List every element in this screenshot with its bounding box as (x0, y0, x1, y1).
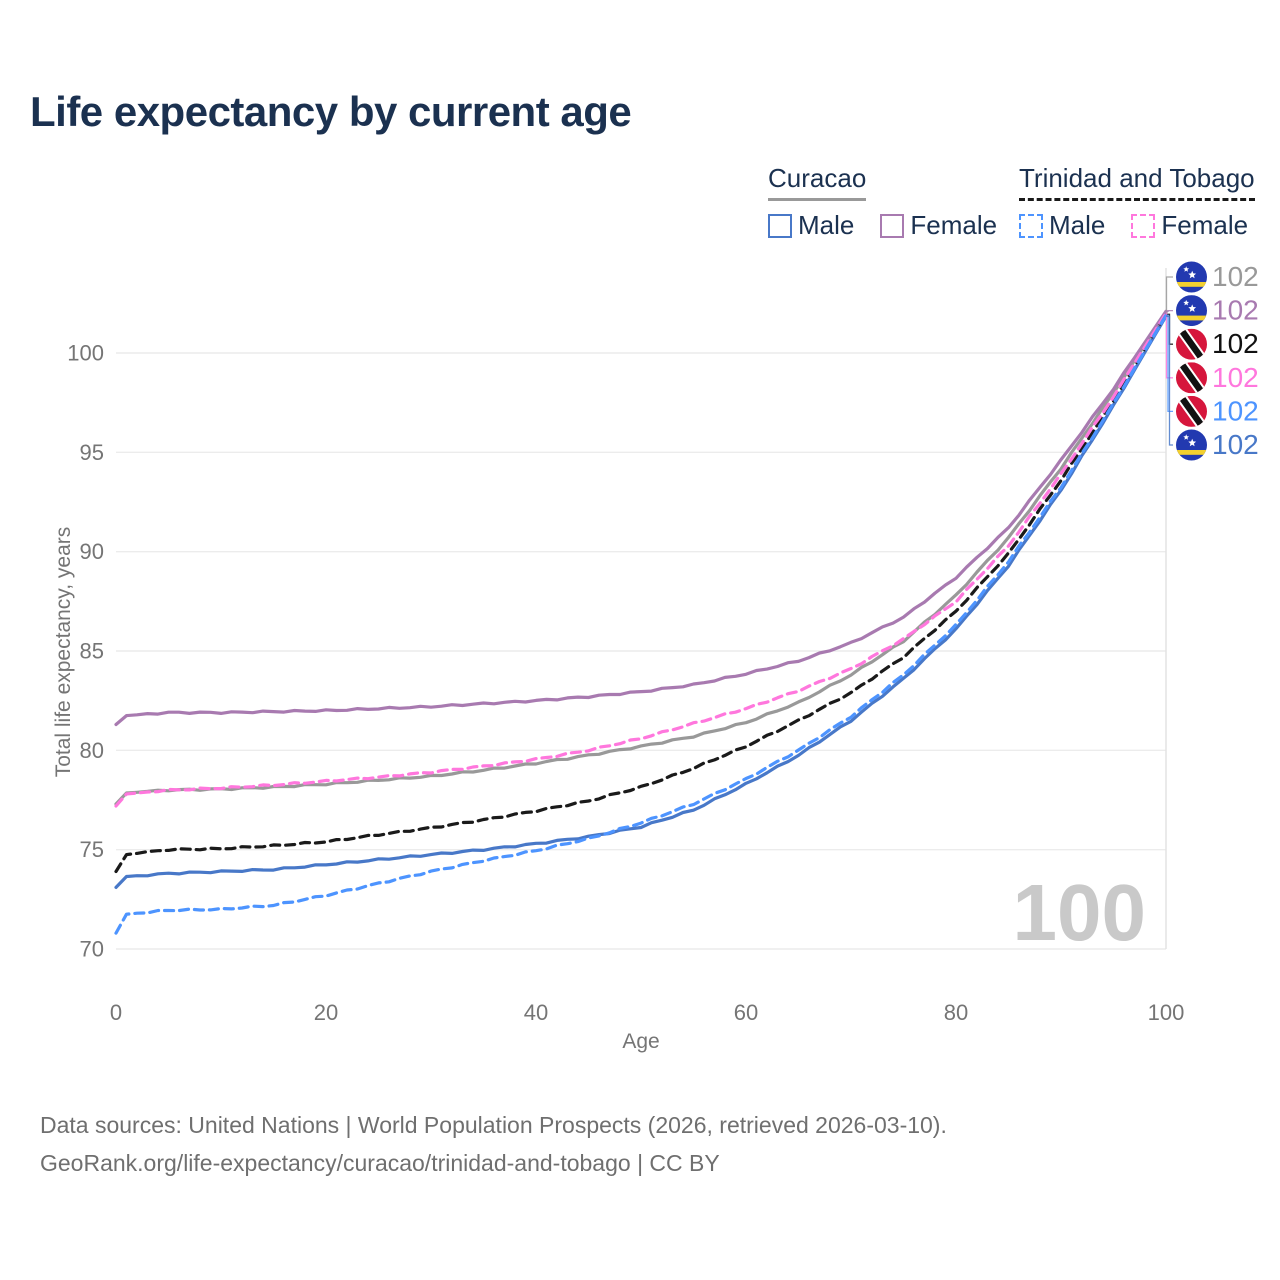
trinidad-and-tobago-flag-icon (1176, 395, 1207, 427)
y-tick-label: 95 (80, 440, 104, 465)
x-tick-label: 80 (944, 1000, 968, 1025)
legend-item-tt-female[interactable]: Female (1131, 210, 1248, 241)
legend-group-trinidad-and-tobago: Trinidad and Tobago Male Female (1019, 163, 1274, 241)
legend-item-curacao-male[interactable]: Male (768, 210, 854, 241)
curacao-flag-icon (1176, 429, 1207, 461)
y-tick-label: 90 (80, 539, 104, 564)
end-label-value: 102 (1212, 395, 1259, 426)
footer-attribution-url: GeoRank.org/life-expectancy/curacao/trin… (40, 1150, 720, 1176)
legend-label-curacao-female: Female (910, 210, 998, 240)
series-line-curacao-both-sexes[interactable] (114, 310, 1168, 806)
series-line-trinidad-and-tobago-male[interactable] (114, 313, 1168, 935)
y-tick-label: 100 (67, 341, 104, 366)
legend-group-curacao-title[interactable]: Curacao (768, 163, 867, 201)
curacao-flag-icon (1176, 295, 1207, 327)
legend-group-curacao: Curacao Male Female (768, 163, 1023, 241)
x-tick-label: 60 (734, 1000, 758, 1025)
y-tick-label: 85 (80, 639, 104, 664)
end-label-connector (1166, 315, 1173, 446)
end-label-value: 102 (1212, 429, 1259, 460)
end-label-value: 102 (1212, 328, 1259, 359)
curacao-flag-icon (1176, 261, 1207, 293)
x-tick-label: 100 (1148, 1000, 1185, 1025)
y-tick-label: 75 (80, 837, 104, 862)
legend-label-tt-male: Male (1049, 210, 1106, 240)
page-title: Life expectancy by current age (30, 88, 632, 135)
legend-swatch-tt-male (1019, 213, 1043, 238)
legend-item-tt-male[interactable]: Male (1019, 210, 1105, 241)
legend-swatch-curacao-male (768, 213, 792, 238)
legend-label-tt-female: Female (1161, 210, 1249, 240)
series-line-trinidad-and-tobago-both-sexes[interactable] (114, 312, 1168, 874)
y-tick-label: 80 (80, 738, 104, 763)
trinidad-and-tobago-flag-icon (1176, 362, 1207, 394)
x-tick-label: 20 (314, 1000, 338, 1025)
end-label-value: 102 (1212, 362, 1259, 393)
y-tick-label: 70 (80, 937, 104, 962)
trinidad-and-tobago-flag-icon (1176, 328, 1207, 360)
end-label-connector (1166, 309, 1173, 312)
legend-group-trinidad-title[interactable]: Trinidad and Tobago (1019, 163, 1255, 201)
series-line-trinidad-and-tobago-female[interactable] (114, 311, 1168, 808)
end-label-value: 102 (1212, 261, 1259, 292)
x-tick-label: 40 (524, 1000, 548, 1025)
hover-age-watermark: 100 (1013, 868, 1146, 957)
series-line-curacao-female[interactable] (114, 309, 1168, 727)
end-label-connector (1165, 276, 1173, 313)
footer-data-sources: Data sources: United Nations | World Pop… (40, 1112, 947, 1138)
legend-swatch-tt-female (1131, 213, 1156, 238)
end-label-connector (1166, 314, 1173, 413)
end-label-value: 102 (1212, 295, 1259, 326)
footer: Data sources: United Nations | World Pop… (40, 1106, 947, 1182)
legend-item-curacao-female[interactable]: Female (880, 210, 997, 241)
x-tick-label: 0 (110, 1000, 122, 1025)
x-axis-title: Age (622, 1030, 660, 1053)
y-axis-title: Total life expectancy, years (52, 526, 75, 778)
series-line-curacao-male[interactable] (114, 314, 1168, 889)
legend-swatch-curacao-female (880, 213, 905, 238)
legend-label-curacao-male: Male (798, 210, 855, 240)
